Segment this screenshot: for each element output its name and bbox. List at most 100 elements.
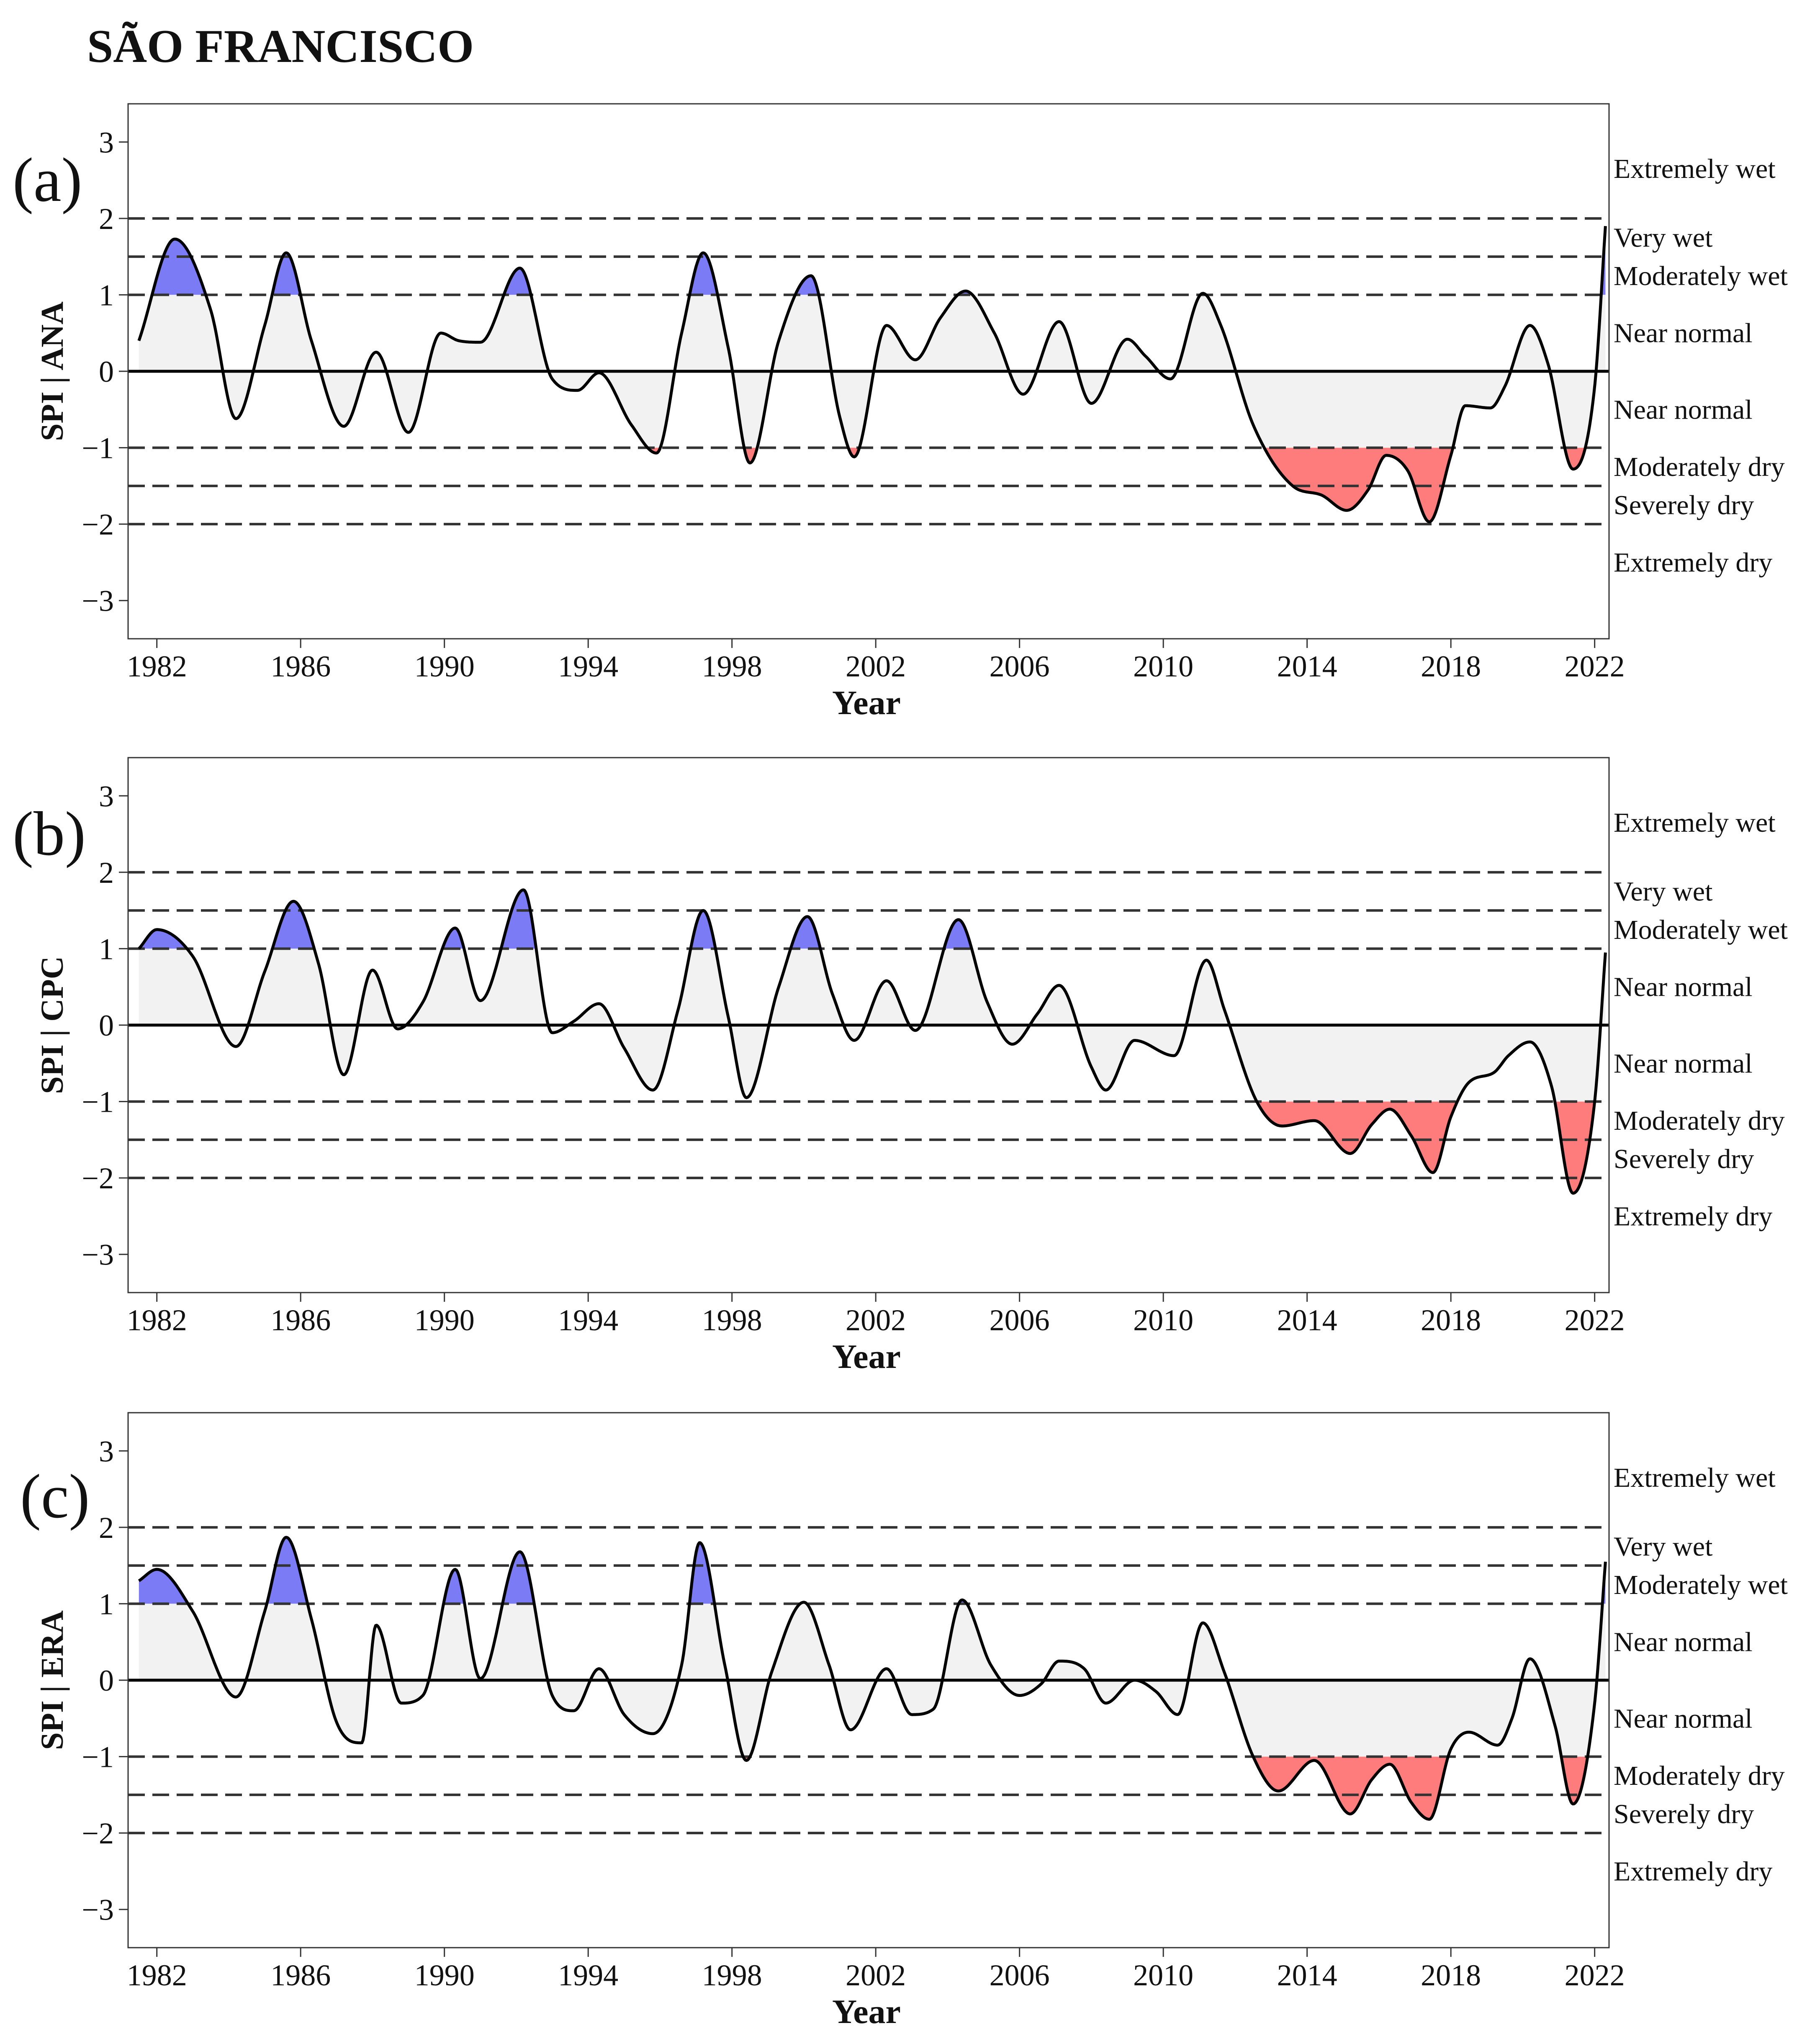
dry-area <box>648 447 1586 522</box>
category-label: Severely dry <box>1614 1144 1754 1175</box>
category-label: Moderately wet <box>1614 1570 1788 1600</box>
y-axis-label: SPI | CPC <box>35 956 70 1094</box>
x-tick-label: 2014 <box>1277 1303 1337 1337</box>
x-axis-label: Year <box>832 1337 901 1375</box>
x-tick-label: 1986 <box>270 1959 331 1992</box>
panel-3: 3 2 1 0 −1 −2 −3 1982 1986 1990 1994 1998 2002 2006 20… <box>20 1412 1788 2031</box>
category-label: Extremely wet <box>1614 807 1776 838</box>
y-tick-label: −1 <box>82 1740 114 1774</box>
y-tick-label: −2 <box>82 1817 114 1850</box>
y-tick-label: 2 <box>99 202 114 236</box>
y-tick-label: 0 <box>99 1664 114 1697</box>
x-tick-label: 2014 <box>1277 1959 1337 1992</box>
x-tick-label: 1990 <box>414 1303 475 1337</box>
category-label: Near normal <box>1614 972 1753 1003</box>
y-tick-label: 3 <box>99 126 114 159</box>
y-tick-label: −2 <box>82 508 114 541</box>
category-label: Very wet <box>1614 223 1712 253</box>
x-tick-label: 1998 <box>702 1303 762 1337</box>
y-tick-label: 1 <box>99 278 114 312</box>
spi-series-line <box>138 1536 1607 1821</box>
category-label: Extremely dry <box>1614 1856 1772 1887</box>
x-tick-label: 1994 <box>558 650 618 683</box>
x-axis-label: Year <box>832 1992 901 2031</box>
x-tick-label: 1998 <box>702 650 762 683</box>
x-tick-label: 2002 <box>846 650 906 683</box>
x-tick-label: 2014 <box>1277 650 1337 683</box>
category-label: Very wet <box>1614 1532 1712 1562</box>
y-axis-label: SPI | ANA <box>35 301 70 441</box>
panel-label: (a) <box>13 145 82 215</box>
x-tick-label: 2018 <box>1421 1303 1481 1337</box>
y-tick-label: 1 <box>99 1587 114 1621</box>
y-tick-label: 3 <box>99 1434 114 1468</box>
x-tick-label: 2010 <box>1133 1959 1193 1992</box>
panel-2: 3 2 1 0 −1 −2 −3 1982 1986 1990 1994 1998 2002 2006 20… <box>13 757 1788 1375</box>
x-tick-label: 1994 <box>558 1303 618 1337</box>
category-label: Extremely wet <box>1614 1463 1776 1493</box>
category-label: Near normal <box>1614 1703 1753 1734</box>
y-tick-label: 1 <box>99 932 114 966</box>
category-label: Near normal <box>1614 1048 1753 1079</box>
x-tick-label: 1990 <box>414 650 475 683</box>
panel-label: (b) <box>13 799 86 869</box>
dry-area <box>743 1756 1588 1820</box>
category-label: Moderately wet <box>1614 915 1788 945</box>
wet-area <box>152 226 1606 295</box>
wet-area <box>139 1537 1606 1604</box>
y-tick-label: 2 <box>99 1511 114 1545</box>
y-tick-label: 0 <box>99 1009 114 1042</box>
y-tick-label: 3 <box>99 779 114 813</box>
x-tick-label: 1986 <box>270 1303 331 1337</box>
category-label: Near normal <box>1614 1627 1753 1658</box>
category-label: Moderately dry <box>1614 1761 1785 1791</box>
wet-area <box>139 889 972 949</box>
x-tick-label: 2002 <box>846 1959 906 1992</box>
category-label: Extremely dry <box>1614 1201 1772 1231</box>
y-tick-label: −1 <box>82 1085 114 1119</box>
y-tick-label: −3 <box>82 1893 114 1927</box>
category-label: Moderately dry <box>1614 452 1785 482</box>
y-tick-label: 2 <box>99 856 114 889</box>
x-tick-label: 2022 <box>1565 1959 1625 1992</box>
x-tick-label: 2018 <box>1421 1959 1481 1992</box>
x-tick-label: 1982 <box>127 1303 187 1337</box>
near-normal-area <box>139 1604 1606 1757</box>
x-tick-label: 1998 <box>702 1959 762 1992</box>
spi-series-line <box>137 226 1607 524</box>
category-label: Near normal <box>1614 394 1753 425</box>
spi-series-line <box>138 888 1607 1195</box>
x-tick-label: 2006 <box>990 1959 1050 1992</box>
x-tick-label: 1994 <box>558 1959 618 1992</box>
x-tick-label: 2022 <box>1565 650 1625 683</box>
near-normal-area <box>139 949 1606 1102</box>
panel-1: 3 2 1 0 −1 −2 −3 1982 1986 1990 1994 1998 2002 2006 20… <box>13 103 1788 722</box>
x-tick-label: 1990 <box>414 1959 475 1992</box>
y-axis-label: SPI | ERA <box>35 1610 70 1750</box>
x-tick-label: 2002 <box>846 1303 906 1337</box>
category-label: Near normal <box>1614 318 1753 349</box>
y-tick-label: 0 <box>99 355 114 388</box>
x-tick-label: 2006 <box>990 650 1050 683</box>
x-tick-label: 2010 <box>1133 650 1193 683</box>
category-label: Moderately wet <box>1614 261 1788 291</box>
panel-label: (c) <box>20 1462 90 1531</box>
x-tick-label: 2018 <box>1421 650 1481 683</box>
x-tick-label: 1986 <box>270 650 331 683</box>
category-label: Extremely dry <box>1614 547 1772 578</box>
x-tick-label: 2010 <box>1133 1303 1193 1337</box>
category-label: Moderately dry <box>1614 1105 1785 1136</box>
category-label: Severely dry <box>1614 490 1754 521</box>
figure-title: SÃO FRANCISCO <box>87 21 474 72</box>
x-tick-label: 1982 <box>127 650 187 683</box>
x-axis-label: Year <box>832 684 901 722</box>
y-tick-label: −2 <box>82 1162 114 1195</box>
x-tick-label: 2006 <box>990 1303 1050 1337</box>
dry-area <box>1257 1101 1595 1193</box>
x-tick-label: 2022 <box>1565 1303 1625 1337</box>
y-tick-label: −1 <box>82 432 114 465</box>
category-label: Severely dry <box>1614 1799 1754 1830</box>
category-label: Extremely wet <box>1614 154 1776 184</box>
